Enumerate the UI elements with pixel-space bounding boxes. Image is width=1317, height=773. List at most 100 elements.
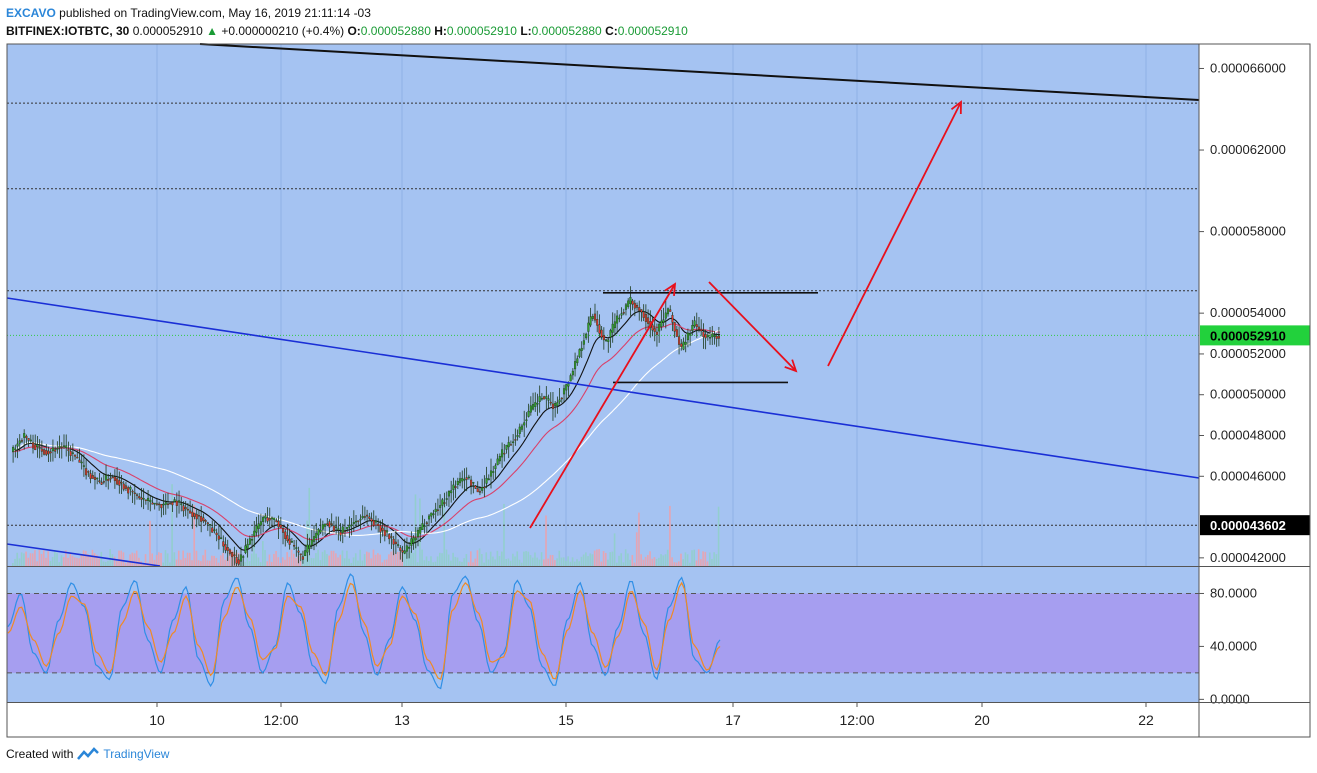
bearish-candle (237, 559, 240, 565)
price-pane[interactable] (6, 43, 1200, 702)
volume-bar (76, 557, 78, 566)
high-value: 0.000052910 (446, 24, 517, 38)
bullish-candle (162, 503, 165, 506)
volume-bar (222, 552, 224, 566)
bullish-candle (496, 458, 499, 466)
bullish-candle (706, 334, 709, 338)
bullish-candle (516, 435, 519, 438)
volume-bar (675, 562, 678, 566)
bearish-candle (228, 549, 231, 554)
bullish-candle (403, 550, 406, 554)
volume-bar (118, 550, 120, 566)
volume-bar (505, 559, 507, 566)
stochastic-pane[interactable] (7, 567, 1199, 702)
volume-bar (379, 554, 381, 566)
volume-bar (427, 561, 430, 566)
volume-bar (494, 559, 496, 566)
bearish-candle (673, 322, 676, 332)
volume-bar (175, 559, 178, 566)
bullish-candle (611, 323, 614, 333)
bullish-candle (538, 396, 541, 402)
bearish-candle (215, 532, 218, 536)
volume-bar (396, 551, 399, 566)
volume-bar (38, 550, 41, 566)
bearish-candle (184, 507, 187, 510)
bullish-candle (324, 523, 327, 527)
close-value: 0.000052910 (617, 24, 688, 38)
bearish-candle (644, 313, 647, 322)
volume-bar (180, 559, 182, 566)
volume-bar (268, 554, 271, 566)
bullish-candle (587, 322, 590, 332)
volume-bar (197, 560, 200, 566)
volume-bar (204, 549, 207, 566)
volume-bar (56, 552, 58, 566)
bullish-candle (461, 477, 464, 482)
drawings[interactable] (6, 43, 1200, 567)
bearish-candle (193, 512, 196, 517)
bullish-candle (348, 525, 351, 528)
volume-bar (447, 554, 450, 566)
bearish-candle (476, 488, 479, 493)
volume-bar (217, 562, 220, 566)
bearish-candle (100, 482, 103, 485)
volume-bar (335, 553, 337, 566)
time-axis[interactable]: 10 12:00 13 15 17 12:00 20 22 (149, 702, 1154, 728)
bearish-candle (89, 473, 92, 479)
volume-bar (416, 562, 419, 566)
bearish-candle (49, 451, 52, 454)
bullish-candle (244, 545, 247, 553)
tradingview-brand[interactable]: TradingView (103, 747, 170, 761)
volume-bar (660, 554, 662, 566)
volume-bar (332, 550, 335, 566)
bullish-candle (352, 521, 355, 524)
volume-bar (534, 552, 536, 566)
volume-bar (49, 560, 52, 566)
volume-bar (169, 562, 171, 566)
bearish-candle (370, 518, 373, 522)
last-price: 0.000052910 (132, 24, 203, 38)
volume-bar (264, 550, 266, 566)
price-tick-label: 0.000066000 (1210, 60, 1286, 75)
symbol-label[interactable]: BITFINEX:IOTBTC, 30 (6, 24, 130, 38)
volume-bar (27, 557, 30, 566)
volume-bar (109, 549, 111, 566)
bullish-candle (585, 333, 588, 339)
bearish-candle (268, 518, 271, 521)
bearish-candle (281, 528, 285, 533)
bullish-candle (65, 445, 68, 448)
volume-bar (177, 550, 180, 566)
volume-bar (492, 556, 494, 566)
volume-bar (456, 557, 459, 566)
volume-bar (394, 553, 397, 566)
volume-bar (73, 557, 76, 566)
bearish-candle (131, 490, 134, 493)
stochastic-tick-label: 80.0000 (1210, 585, 1257, 600)
bullish-candle (14, 448, 17, 451)
author-name[interactable]: EXCAVO (6, 6, 56, 20)
bullish-candle (62, 445, 66, 447)
volume-bar (498, 556, 501, 566)
bullish-candle (239, 554, 243, 562)
volume-bar (326, 554, 328, 566)
bearish-candle (678, 336, 681, 345)
bearish-candle (275, 520, 278, 523)
volume-bar (684, 552, 687, 566)
price-axis[interactable]: 0.000066000 0.000062000 0.000058000 0.00005… (1199, 60, 1310, 565)
volume-bar (354, 553, 357, 566)
bearish-candle (669, 309, 672, 312)
bullish-candle (213, 529, 216, 531)
volume-bar (69, 553, 72, 566)
bullish-candle (624, 304, 628, 310)
volume-bar (164, 550, 167, 566)
bullish-candle (445, 498, 448, 500)
volume-bar (310, 557, 313, 566)
volume-bar (62, 557, 65, 566)
bearish-candle (436, 509, 439, 511)
volume-bar (600, 561, 603, 566)
bearish-candle (680, 343, 683, 347)
stochastic-axis[interactable]: 80.0000 40.0000 0.0000 (1199, 585, 1257, 706)
volume-bar (359, 549, 361, 566)
volume-bar (627, 553, 629, 566)
